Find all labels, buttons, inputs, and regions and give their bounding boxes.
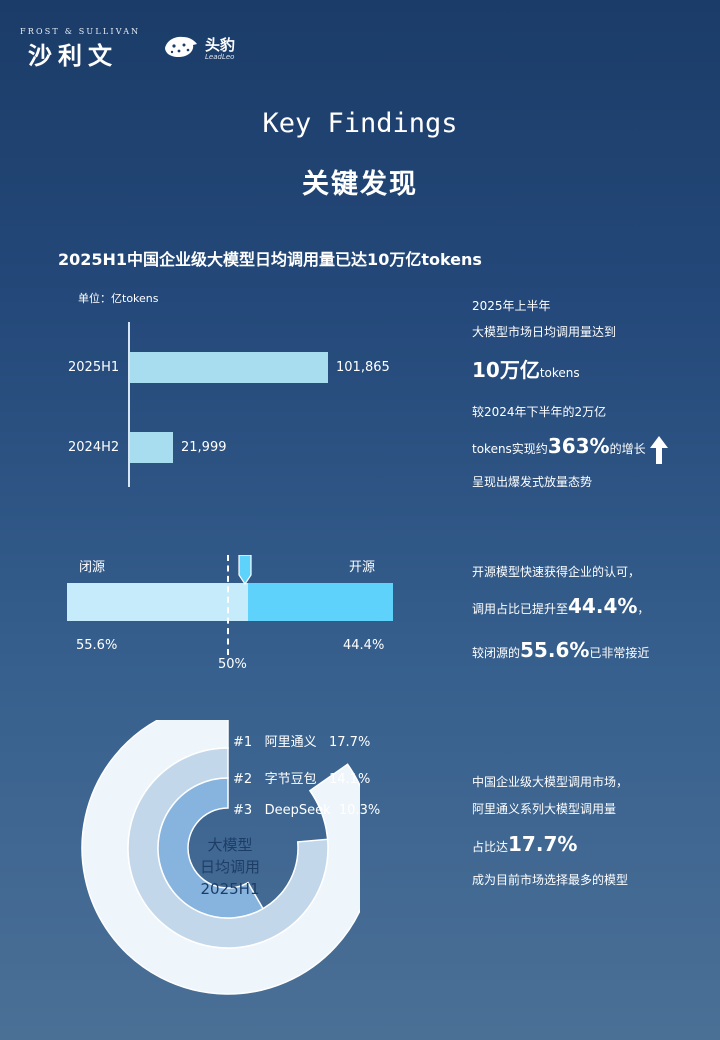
s1-side-line6: 呈现出爆发式放量态势 [472,475,593,489]
ring-3 [157,777,265,919]
s3-side-line3: 占比达17.7% [472,832,577,856]
s1-side-line2: 大模型市场日均调用量达到 [472,325,617,339]
bar-2025h1 [130,352,328,383]
s1-side-line5-post: 的增长 [609,442,646,456]
frost-sullivan-logo-cn: 沙利文 [28,42,118,70]
arrow-up-icon [650,435,669,464]
leadleo-logo-en: LeadLeo [205,53,235,61]
s2-side-closed-pct: 55.6% [520,638,590,662]
s2-side-line3-post: 已非常接近 [589,646,650,660]
center-line3: 2025H1 [200,880,260,898]
center-line1: 大模型 [207,836,253,854]
chart-unit-label: 单位：亿tokens [78,292,159,305]
s3-side-pct: 17.7% [508,832,578,856]
bar-category-2024h2: 2024H2 [68,440,120,455]
center-line2: 日均调用 [199,858,260,876]
rank-pct: 10.3% [338,803,381,818]
rank-name: 阿里通义 [264,735,317,750]
open-source-label: 开源 [349,560,376,575]
closed-source-pct: 55.6% [76,638,118,653]
s3-side-line4: 成为目前市场选择最多的模型 [472,873,629,887]
rank-pct: 17.7% [329,735,371,750]
s1-side-growth: 363% [547,434,610,458]
s2-side-open-pct: 44.4% [568,594,638,618]
s2-side-line2-pre: 调用占比已提升至 [472,602,569,616]
chart-axis [128,322,130,487]
bar-2024h2 [130,432,173,463]
split-marker-icon [238,555,252,585]
rank-item-3: #3 DeepSeek 10.3% [233,803,380,818]
frost-sullivan-logo-en: FROST & SULLIVAN [20,27,141,36]
s2-side-line1: 开源模型快速获得企业的认可， [472,565,641,579]
leadleo-logo-cn: 头豹 [205,36,236,54]
rank-pct: 14.1% [329,772,371,787]
s2-side-line3: 较闭源的55.6%已非常接近 [472,638,649,662]
section1-title: 2025H1中国企业级大模型日均调用量已达10万亿tokens [58,250,482,269]
s2-side-line3-pre: 较闭源的 [472,646,521,660]
page-title-en: Key Findings [262,108,458,139]
bar-value-2025h1: 101,865 [336,360,390,375]
s2-side-line2-post: ， [637,602,650,616]
s1-side-big-suffix: tokens [539,366,580,380]
s1-side-line5: tokens实现约363%的增长 [472,434,669,465]
bar-category-2025h1: 2025H1 [68,360,120,375]
open-source-bar [248,583,393,621]
s1-side-line5-pre: tokens实现约 [472,442,548,456]
leadleo-leopard-icon [165,36,197,58]
s1-side-line4: 较2024年下半年的2万亿 [472,405,607,419]
fifty-percent-line [227,555,229,655]
page-title-cn: 关键发现 [302,169,418,200]
s3-side-line2: 阿里通义系列大模型调用量 [472,802,617,816]
rank-name: DeepSeek [264,803,331,818]
open-source-pct: 44.4% [343,638,385,653]
s1-side-line1: 2025年上半年 [472,299,551,313]
s1-side-big: 10万亿 [472,358,540,382]
rank-name: 字节豆包 [264,772,317,787]
s3-side-line3-pre: 占比达 [472,840,509,854]
bar-value-2024h2: 21,999 [181,440,227,455]
s3-side-line1: 中国企业级大模型调用市场， [472,775,629,789]
closed-source-label: 闭源 [79,560,106,575]
s2-side-line2: 调用占比已提升至44.4%， [472,594,649,618]
rank-number: #2 [233,772,253,787]
rank-number: #3 [233,803,253,818]
rank-item-1: #1 阿里通义 17.7% [233,731,370,750]
rank-number: #1 [233,735,253,750]
radial-center-label: 大模型 日均调用 2025H1 [180,834,280,900]
s1-side-line3: 10万亿tokens [472,354,580,383]
fifty-percent-label: 50% [218,657,247,672]
radial-share-chart [81,720,360,995]
closed-source-bar [67,583,248,621]
rank-item-2: #2 字节豆包 14.1% [233,768,370,787]
